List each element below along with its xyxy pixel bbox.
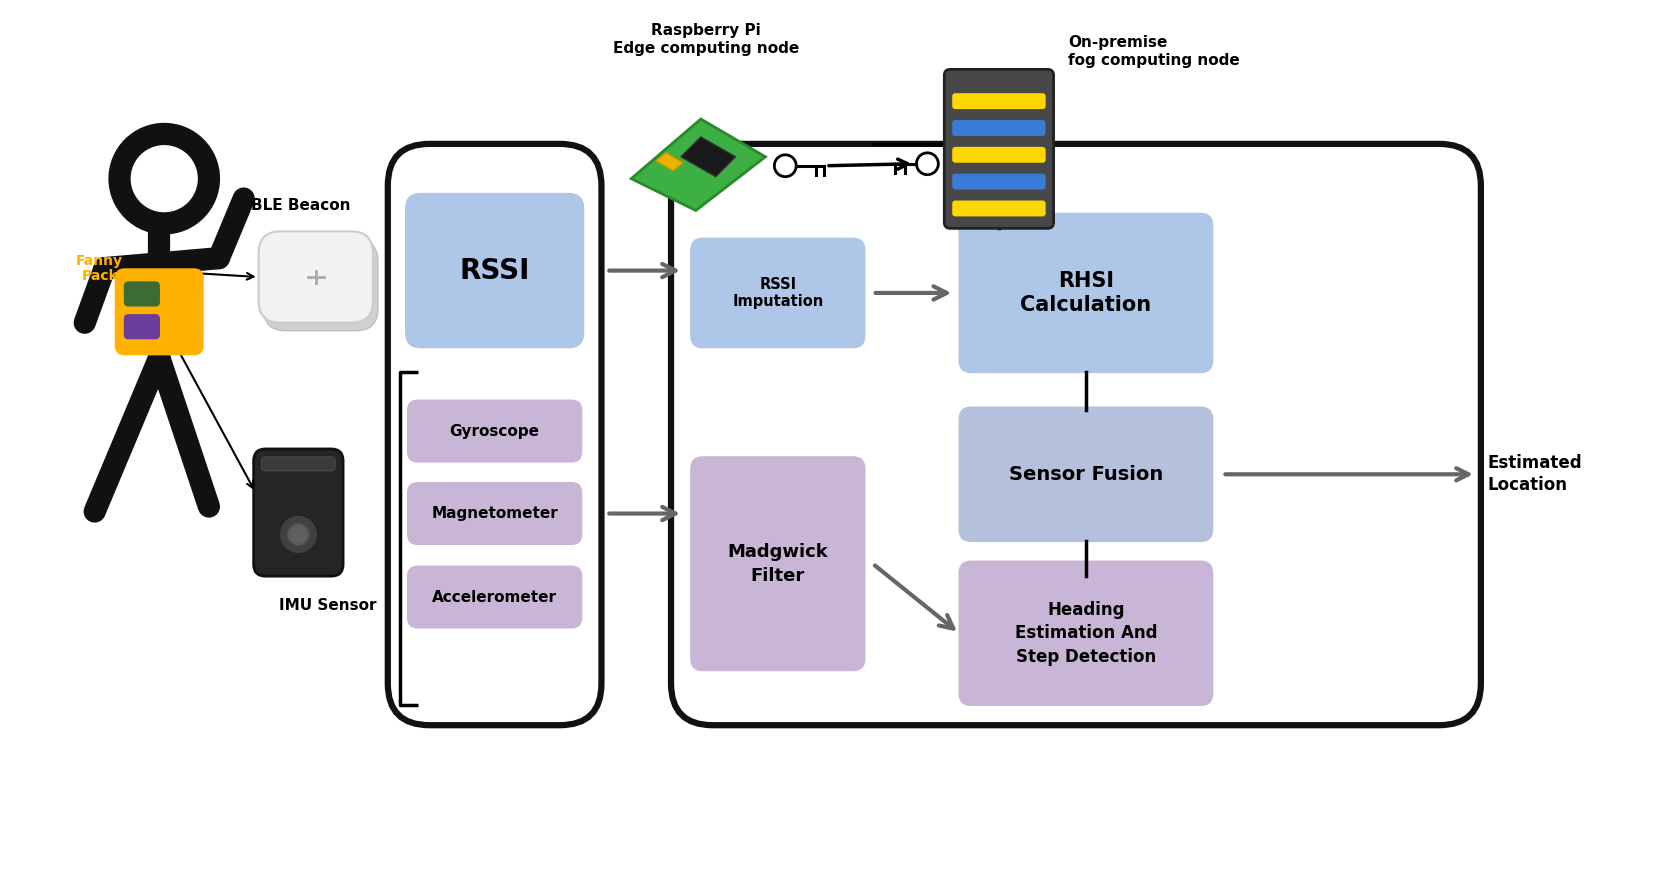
FancyBboxPatch shape xyxy=(387,144,602,725)
FancyBboxPatch shape xyxy=(407,482,582,544)
Circle shape xyxy=(120,134,209,223)
Text: IMU Sensor: IMU Sensor xyxy=(279,598,377,613)
Text: Magnetometer: Magnetometer xyxy=(430,506,558,521)
Text: RHSI
Calculation: RHSI Calculation xyxy=(1020,272,1152,315)
FancyBboxPatch shape xyxy=(407,566,582,628)
FancyBboxPatch shape xyxy=(406,193,583,348)
FancyBboxPatch shape xyxy=(691,457,864,670)
Polygon shape xyxy=(656,153,683,171)
Text: Estimated
Location: Estimated Location xyxy=(1487,454,1582,495)
Circle shape xyxy=(281,517,316,552)
FancyBboxPatch shape xyxy=(407,400,582,462)
Text: Heading
Estimation And
Step Detection: Heading Estimation And Step Detection xyxy=(1014,601,1157,666)
FancyBboxPatch shape xyxy=(952,200,1045,216)
Text: Sensor Fusion: Sensor Fusion xyxy=(1009,465,1163,484)
Polygon shape xyxy=(681,137,736,176)
Text: BLE Beacon: BLE Beacon xyxy=(251,198,351,213)
FancyBboxPatch shape xyxy=(691,238,864,348)
FancyBboxPatch shape xyxy=(125,315,160,339)
Text: Gyroscope: Gyroscope xyxy=(450,423,540,438)
FancyBboxPatch shape xyxy=(959,213,1213,372)
FancyBboxPatch shape xyxy=(259,231,372,323)
Text: Raspberry Pi
Edge computing node: Raspberry Pi Edge computing node xyxy=(613,23,799,56)
Circle shape xyxy=(289,525,309,544)
Text: Fanny
Pack: Fanny Pack xyxy=(76,253,123,282)
Text: Madgwick
Filter: Madgwick Filter xyxy=(728,543,828,585)
FancyBboxPatch shape xyxy=(671,144,1481,725)
FancyBboxPatch shape xyxy=(959,407,1213,542)
Text: RSSI: RSSI xyxy=(459,257,530,285)
Text: Accelerometer: Accelerometer xyxy=(432,589,557,604)
FancyBboxPatch shape xyxy=(254,449,342,576)
FancyBboxPatch shape xyxy=(952,174,1045,190)
FancyBboxPatch shape xyxy=(952,120,1045,136)
FancyBboxPatch shape xyxy=(118,271,201,353)
FancyBboxPatch shape xyxy=(959,561,1213,706)
Polygon shape xyxy=(632,119,766,211)
FancyBboxPatch shape xyxy=(952,93,1045,109)
Text: RSSI
Imputation: RSSI Imputation xyxy=(733,277,823,309)
Text: On-premise
fog computing node: On-premise fog computing node xyxy=(1069,34,1240,68)
FancyBboxPatch shape xyxy=(952,147,1045,163)
FancyBboxPatch shape xyxy=(264,239,377,331)
FancyBboxPatch shape xyxy=(125,282,160,306)
Circle shape xyxy=(774,155,796,176)
FancyBboxPatch shape xyxy=(944,70,1054,228)
Circle shape xyxy=(916,153,939,175)
FancyBboxPatch shape xyxy=(261,457,336,471)
